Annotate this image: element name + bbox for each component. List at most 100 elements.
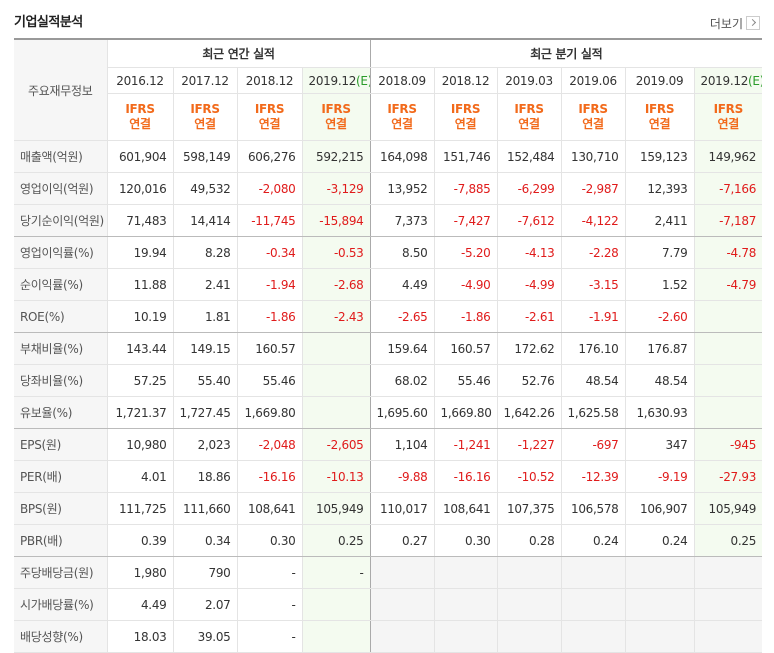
data-row: 배당성향(%) 18.03 39.05- xyxy=(14,620,763,653)
value-cell: 164,098 xyxy=(369,140,435,173)
value-cell: 0.30 xyxy=(433,524,498,557)
value-cell: -10.13 xyxy=(301,460,371,493)
value-cell: 159.64 xyxy=(369,332,435,365)
accounting-standard: IFRS xyxy=(644,102,675,116)
value-cell: -2.43 xyxy=(301,300,371,333)
value-cell: 176.10 xyxy=(560,332,626,365)
value-cell: -3,129 xyxy=(301,172,371,205)
period-label: 2016.12 xyxy=(116,73,164,88)
more-link[interactable]: 더보기 xyxy=(710,15,760,32)
data-row: 당좌비율(%) 57.25 55.40 55.46 68.02 55.46 52.76 48.… xyxy=(14,364,763,397)
data-row: 영업이익(억원) 120,016 49,532 -2,080 -3,129 13,952-… xyxy=(14,172,763,205)
period-header: 2019.12(E) xyxy=(693,67,763,94)
accounting-header: IFRS 연결 xyxy=(301,93,371,141)
more-arrow[interactable] xyxy=(746,16,760,30)
value-cell: -4.78 xyxy=(693,236,763,269)
value-cell: 1.52 xyxy=(624,268,695,301)
value-cell: 598,149 xyxy=(172,140,237,173)
period-header: 2019.09 xyxy=(624,67,695,94)
more-text[interactable]: 더보기 xyxy=(709,17,743,31)
value-cell: 0.27 xyxy=(369,524,435,557)
data-row: EPS(원) 10,980 2,023 -2,048 -2,605 1,104 -1,241… xyxy=(14,428,763,461)
accounting-basis: 연결 xyxy=(391,117,413,131)
estimate-mark: (E) xyxy=(748,73,762,88)
value-cell: -1,241 xyxy=(433,428,498,461)
value-cell: -4.90 xyxy=(433,268,498,301)
value-cell: -2.60 xyxy=(624,300,695,333)
value-cell: 2.41 xyxy=(172,268,237,301)
accounting-basis: 연결 xyxy=(648,117,671,131)
value-cell: 48.54 xyxy=(560,364,626,397)
value-cell: 1,630.93 xyxy=(624,396,695,429)
accounting-basis: 연결 xyxy=(325,117,347,131)
data-row: 주당배당금(원) 1,980 790- - xyxy=(14,556,763,589)
value-cell: -3.15 xyxy=(560,268,626,301)
value-cell: 0.30 xyxy=(236,524,302,557)
accounting-header: IFRS 연결 xyxy=(369,93,435,141)
value-cell: 592,215 xyxy=(301,140,371,173)
empty-cell xyxy=(693,588,763,621)
value-cell: 10.19 xyxy=(106,300,173,333)
value-cell: 1,695.60 xyxy=(369,396,435,429)
value-cell: 149.15 xyxy=(172,332,237,365)
group-label: 최근 분기 실적 xyxy=(369,38,763,68)
accounting-basis: 연결 xyxy=(258,117,281,131)
row-label: PBR(배) xyxy=(14,524,107,557)
empty-cell xyxy=(693,364,763,397)
value-cell: -5.20 xyxy=(433,236,498,269)
value-cell: 13,952 xyxy=(369,172,435,205)
value-cell: 107,375 xyxy=(496,492,562,525)
value-cell: -2.61 xyxy=(496,300,562,333)
empty-cell xyxy=(301,588,371,621)
accounting-header: IFRS 연결 xyxy=(624,93,695,141)
empty-cell xyxy=(693,396,763,429)
value-cell: -12.39 xyxy=(560,460,626,493)
accounting-header: IFRS 연결 xyxy=(560,93,626,141)
accounting-basis: 연결 xyxy=(518,117,540,131)
empty-cell xyxy=(433,588,498,621)
group-label: 최근 연간 실적 xyxy=(106,38,371,68)
row-label: 부채비율(%) xyxy=(14,332,107,365)
value-cell: 105,949 xyxy=(693,492,763,525)
value-cell: 160.57 xyxy=(236,332,302,365)
value-cell: 160.57 xyxy=(433,332,498,365)
accounting-header: IFRS 연결 xyxy=(433,93,498,141)
empty-cell xyxy=(693,300,763,333)
period-header: 2017.12 xyxy=(172,67,237,94)
value-cell: 172.62 xyxy=(496,332,562,365)
value-cell: -1.86 xyxy=(433,300,498,333)
value-cell: 8.50 xyxy=(369,236,435,269)
value-cell: 1,727.45 xyxy=(172,396,237,429)
period-header: 2016.12 xyxy=(106,67,173,94)
empty-cell xyxy=(624,556,695,589)
empty-cell xyxy=(301,364,371,397)
value-cell: - xyxy=(236,556,302,589)
empty-cell xyxy=(560,556,626,589)
empty-cell xyxy=(560,620,626,653)
period-label: 2018.12 xyxy=(441,73,490,88)
value-cell: -7,885 xyxy=(433,172,498,205)
value-cell: 55.40 xyxy=(172,364,237,397)
value-cell: -11,745 xyxy=(236,204,302,237)
accounting-standard: IFRS xyxy=(578,102,608,116)
row-label: 매출액(억원) xyxy=(14,140,107,173)
value-cell: 57.25 xyxy=(106,364,173,397)
accounting-basis: 연결 xyxy=(129,117,151,131)
period-header: 2019.06 xyxy=(560,67,626,94)
value-cell: -9.88 xyxy=(369,460,435,493)
empty-cell xyxy=(624,588,695,621)
data-row: 당기순이익(억원) 71,483 14,414 -11,745 -15,894 7,373… xyxy=(14,204,763,237)
value-cell: 152,484 xyxy=(496,140,562,173)
value-cell: -15,894 xyxy=(301,204,371,237)
data-row: 유보율(%) 1,721.37 1,727.45 1,669.80 1,695.60 1,… xyxy=(14,396,763,429)
value-cell: 347 xyxy=(624,428,695,461)
data-row: 매출액(억원) 601,904 598,149 606,276 592,215 164,0… xyxy=(14,140,763,173)
value-cell: -16.16 xyxy=(236,460,302,493)
empty-cell xyxy=(693,332,763,365)
value-cell: 111,660 xyxy=(172,492,237,525)
empty-cell xyxy=(433,620,498,653)
accounting-basis: 연결 xyxy=(582,117,604,131)
value-cell: 14,414 xyxy=(172,204,237,237)
accounting-header: IFRS 연결 xyxy=(172,93,237,141)
